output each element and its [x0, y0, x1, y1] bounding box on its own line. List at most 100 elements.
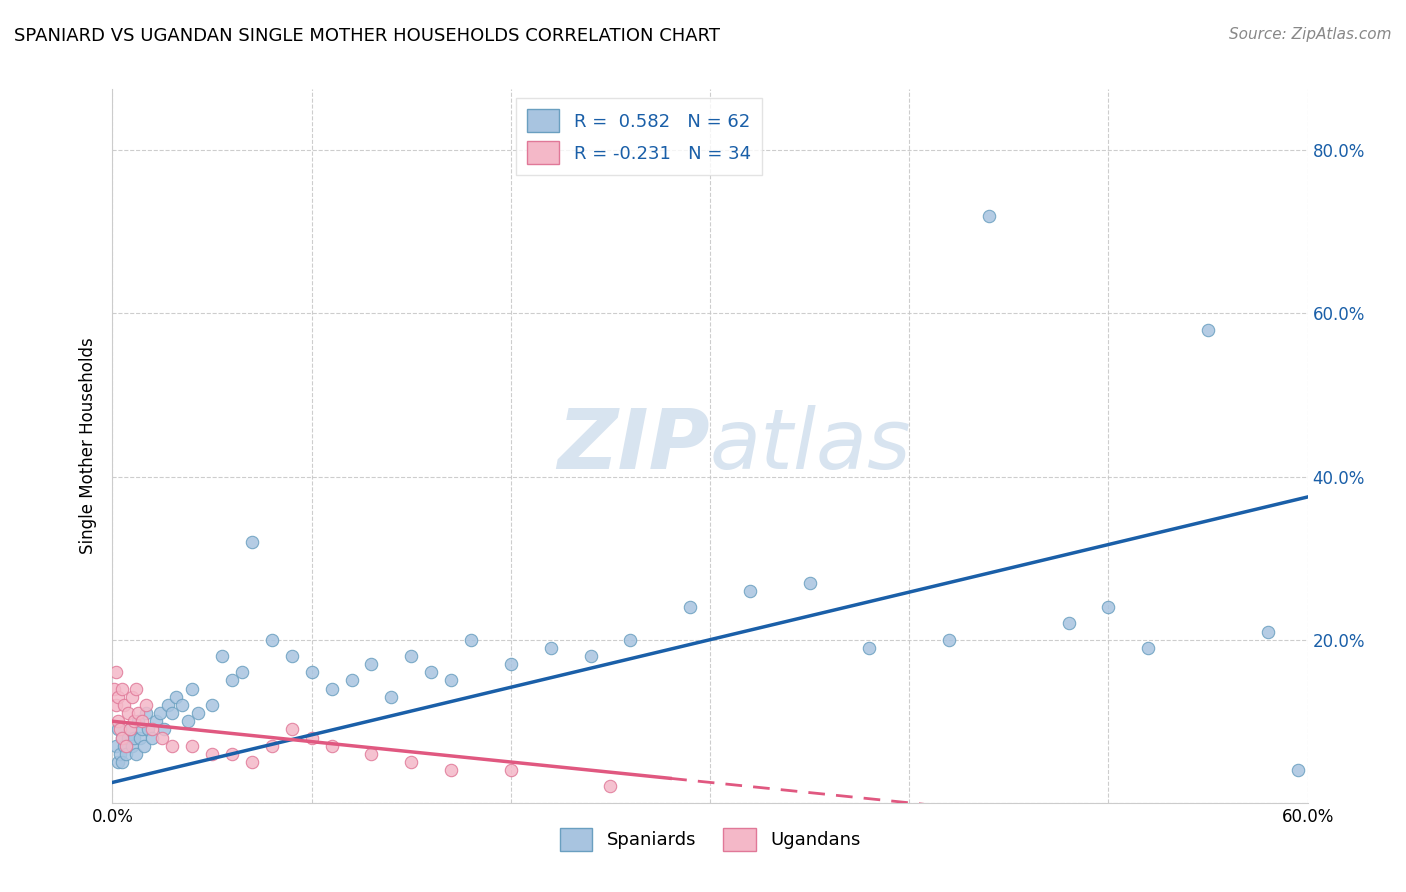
- Point: [321, 739, 343, 753]
- Text: SPANIARD VS UGANDAN SINGLE MOTHER HOUSEHOLDS CORRELATION CHART: SPANIARD VS UGANDAN SINGLE MOTHER HOUSEH…: [14, 27, 720, 45]
- Point: [111, 755, 134, 769]
- Point: [619, 632, 641, 647]
- Point: [401, 755, 423, 769]
- Point: [201, 698, 224, 712]
- Point: [380, 690, 402, 704]
- Point: [177, 714, 200, 729]
- Point: [141, 731, 163, 745]
- Point: [129, 731, 152, 745]
- Point: [599, 780, 621, 794]
- Point: [145, 714, 167, 729]
- Point: [1057, 616, 1080, 631]
- Point: [420, 665, 443, 680]
- Point: [125, 681, 148, 696]
- Point: [499, 763, 522, 777]
- Point: [301, 731, 323, 745]
- Point: [187, 706, 209, 720]
- Point: [938, 632, 960, 647]
- Text: atlas: atlas: [710, 406, 911, 486]
- Point: [114, 739, 135, 753]
- Point: [1197, 323, 1219, 337]
- Point: [134, 739, 156, 753]
- Point: [240, 755, 263, 769]
- Point: [540, 640, 562, 655]
- Point: [111, 681, 134, 696]
- Y-axis label: Single Mother Households: Single Mother Households: [79, 338, 97, 554]
- Point: [121, 739, 143, 753]
- Point: [115, 739, 138, 753]
- Point: [165, 690, 187, 704]
- Point: [153, 723, 176, 737]
- Point: [201, 747, 224, 761]
- Point: [281, 723, 304, 737]
- Point: [260, 632, 283, 647]
- Point: [135, 706, 157, 720]
- Legend: Spaniards, Ugandans: Spaniards, Ugandans: [553, 821, 868, 858]
- Point: [105, 739, 128, 753]
- Point: [117, 731, 139, 745]
- Point: [111, 731, 134, 745]
- Point: [499, 657, 522, 672]
- Point: [579, 648, 602, 663]
- Point: [124, 731, 146, 745]
- Point: [105, 665, 128, 680]
- Point: [1257, 624, 1279, 639]
- Point: [110, 723, 132, 737]
- Point: [162, 739, 183, 753]
- Point: [103, 681, 125, 696]
- Point: [181, 681, 204, 696]
- Point: [172, 698, 194, 712]
- Point: [120, 723, 142, 737]
- Point: [240, 534, 263, 549]
- Point: [340, 673, 363, 688]
- Point: [110, 747, 132, 761]
- Point: [107, 755, 129, 769]
- Point: [211, 648, 233, 663]
- Point: [120, 723, 142, 737]
- Point: [181, 739, 204, 753]
- Point: [127, 706, 149, 720]
- Point: [360, 747, 382, 761]
- Point: [679, 600, 702, 615]
- Point: [221, 747, 243, 761]
- Point: [124, 714, 146, 729]
- Point: [115, 747, 138, 761]
- Point: [107, 714, 129, 729]
- Point: [107, 723, 129, 737]
- Point: [738, 583, 761, 598]
- Point: [117, 706, 139, 720]
- Point: [150, 731, 173, 745]
- Point: [125, 747, 148, 761]
- Point: [440, 673, 463, 688]
- Point: [131, 723, 153, 737]
- Point: [231, 665, 253, 680]
- Point: [440, 763, 463, 777]
- Point: [221, 673, 243, 688]
- Point: [1097, 600, 1119, 615]
- Point: [260, 739, 283, 753]
- Point: [321, 681, 343, 696]
- Text: ZIP: ZIP: [557, 406, 710, 486]
- Point: [799, 575, 821, 590]
- Point: [111, 731, 134, 745]
- Point: [135, 698, 157, 712]
- Point: [360, 657, 382, 672]
- Point: [858, 640, 880, 655]
- Point: [1137, 640, 1160, 655]
- Point: [138, 723, 160, 737]
- Point: [1286, 763, 1309, 777]
- Point: [107, 690, 129, 704]
- Point: [121, 690, 143, 704]
- Point: [977, 209, 1000, 223]
- Point: [105, 698, 128, 712]
- Point: [162, 706, 183, 720]
- Point: [127, 714, 149, 729]
- Point: [131, 714, 153, 729]
- Point: [301, 665, 323, 680]
- Point: [157, 698, 180, 712]
- Point: [401, 648, 423, 663]
- Point: [281, 648, 304, 663]
- Point: [460, 632, 482, 647]
- Point: [141, 723, 163, 737]
- Text: Source: ZipAtlas.com: Source: ZipAtlas.com: [1229, 27, 1392, 42]
